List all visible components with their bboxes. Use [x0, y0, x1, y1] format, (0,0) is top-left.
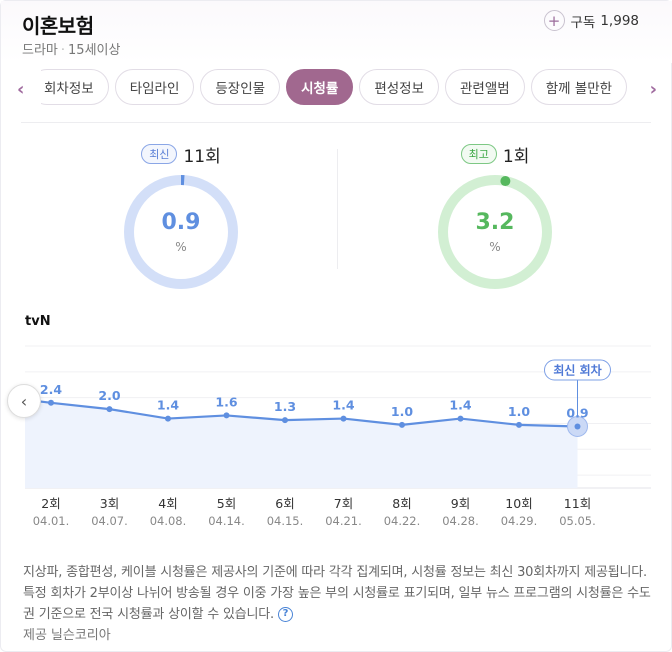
data-point	[574, 423, 581, 430]
data-point	[457, 415, 464, 422]
note-text: 지상파, 종합편성, 케이블 시청률은 제공사의 기준에 따라 각각 집계되며,…	[23, 565, 651, 622]
x-tick-label: 3회	[100, 496, 119, 511]
data-label: 1.4	[449, 398, 471, 413]
x-tick-label: 5회	[217, 496, 236, 511]
ratings-line-chart: 2.4 2회 04.01. 2.0 3회 04.07. 1.4 4회 04.08. 1.6 5회 04…	[24, 345, 651, 528]
x-date-label: 04.14.	[208, 514, 245, 528]
data-label: 2.4	[40, 382, 62, 397]
source-name: 닐슨코리아	[50, 628, 111, 643]
x-tick-label: 6회	[275, 496, 294, 511]
latest-rating-gauge: 최신 11회 0.9 %	[81, 142, 281, 292]
data-label: 1.4	[157, 398, 179, 413]
best-ring-marker	[500, 176, 511, 187]
network-name: tvN	[25, 314, 51, 329]
x-tick-label: 7회	[334, 496, 353, 511]
x-date-label: 05.05.	[559, 514, 596, 528]
tabs-prev-arrow-icon[interactable]: ‹	[17, 79, 25, 100]
x-date-label: 04.15.	[267, 514, 304, 528]
separator-dot: ·	[60, 43, 66, 58]
divider	[21, 122, 651, 123]
best-value: 3.2	[475, 210, 515, 235]
x-date-label: 04.08.	[150, 514, 187, 528]
x-tick-label: 2회	[41, 496, 60, 511]
x-date-label: 04.22.	[384, 514, 421, 528]
data-label: 0.9	[566, 405, 588, 420]
latest-episode: 11회	[183, 146, 221, 167]
data-label: 1.0	[508, 404, 530, 419]
tabs-next-arrow-icon[interactable]: ›	[649, 79, 657, 100]
ratings-note: 지상파, 종합편성, 케이블 시청률은 제공사의 기준에 따라 각각 집계되며,…	[23, 562, 653, 625]
best-badge: 최고	[460, 144, 497, 164]
vertical-divider	[337, 149, 338, 269]
x-date-label: 04.01.	[33, 514, 70, 528]
data-point	[340, 415, 347, 422]
x-tick-label: 11회	[564, 496, 591, 511]
tab-2[interactable]: 등장인물	[200, 69, 281, 105]
tab-bar: ‹ 회차정보 타임라인 등장인물 시청률 편성정보 관련앨범 함께 볼만한 ›	[1, 67, 672, 111]
subscribe-button[interactable]: + 구독 1,998	[543, 10, 639, 31]
latest-ring: 0.9 %	[121, 172, 241, 292]
plus-icon: +	[543, 10, 565, 31]
latest-callout-label: 최신 회차	[553, 363, 601, 378]
data-label: 2.0	[98, 388, 120, 403]
x-date-label: 04.29.	[501, 514, 538, 528]
tab-list: 회차정보 타임라인 등장인물 시청률 편성정보 관련앨범 함께 볼만한	[41, 69, 633, 107]
tab-4[interactable]: 편성정보	[359, 69, 440, 105]
data-label: 1.0	[391, 404, 413, 419]
data-label: 1.6	[215, 394, 237, 409]
best-ring-track	[438, 175, 552, 289]
data-point	[165, 415, 171, 422]
latest-unit: %	[175, 240, 187, 254]
subscribe-label: 구독	[570, 14, 596, 31]
tab-3[interactable]: 시청률	[286, 69, 354, 105]
x-date-label: 04.21.	[325, 514, 362, 528]
data-point	[399, 421, 405, 428]
data-point	[516, 421, 522, 428]
x-tick-label: 9회	[451, 496, 470, 511]
x-tick-label: 4회	[158, 496, 177, 511]
x-tick-label: 8회	[392, 496, 411, 511]
source-credit: 제공 닐슨코리아	[23, 624, 115, 643]
best-episode: 1회	[502, 146, 530, 167]
tab-0[interactable]: 회차정보	[41, 69, 109, 105]
best-ring: 3.2 %	[435, 172, 555, 292]
age-rating: 15세이상	[68, 43, 121, 58]
data-point	[223, 412, 230, 419]
x-date-label: 04.28.	[442, 514, 479, 528]
latest-ring-fill	[124, 175, 238, 289]
subscribe-count: 1,998	[600, 12, 639, 29]
data-point	[282, 417, 288, 424]
program-meta: 드라마 · 15세이상	[22, 39, 120, 58]
tab-5[interactable]: 관련앨범	[445, 69, 525, 105]
latest-value: 0.9	[161, 210, 201, 235]
data-point	[48, 399, 54, 406]
best-unit: %	[489, 240, 501, 254]
chevron-left-icon: ‹	[20, 391, 28, 411]
tab-6[interactable]: 함께 볼만한	[530, 69, 628, 105]
latest-callout-box	[544, 359, 611, 381]
chart-prev-button[interactable]: ‹	[7, 384, 41, 418]
x-date-label: 04.07.	[91, 514, 128, 528]
series-area	[25, 399, 578, 488]
latest-badge: 최신	[141, 144, 178, 164]
help-icon[interactable]: ?	[277, 607, 293, 622]
x-tick-label: 10회	[505, 496, 532, 511]
source-label: 제공	[23, 628, 47, 643]
data-label: 1.3	[274, 399, 296, 414]
data-label: 1.4	[332, 398, 354, 413]
tab-1[interactable]: 타임라인	[114, 69, 195, 105]
best-rating-gauge: 최고 1회 3.2 %	[395, 142, 595, 292]
data-point	[106, 406, 113, 413]
page-title[interactable]: 이혼보험	[22, 14, 94, 38]
genre-label: 드라마	[22, 43, 58, 58]
header-bar: 이혼보험 드라마 · 15세이상 + 구독 1,998	[1, 1, 672, 63]
